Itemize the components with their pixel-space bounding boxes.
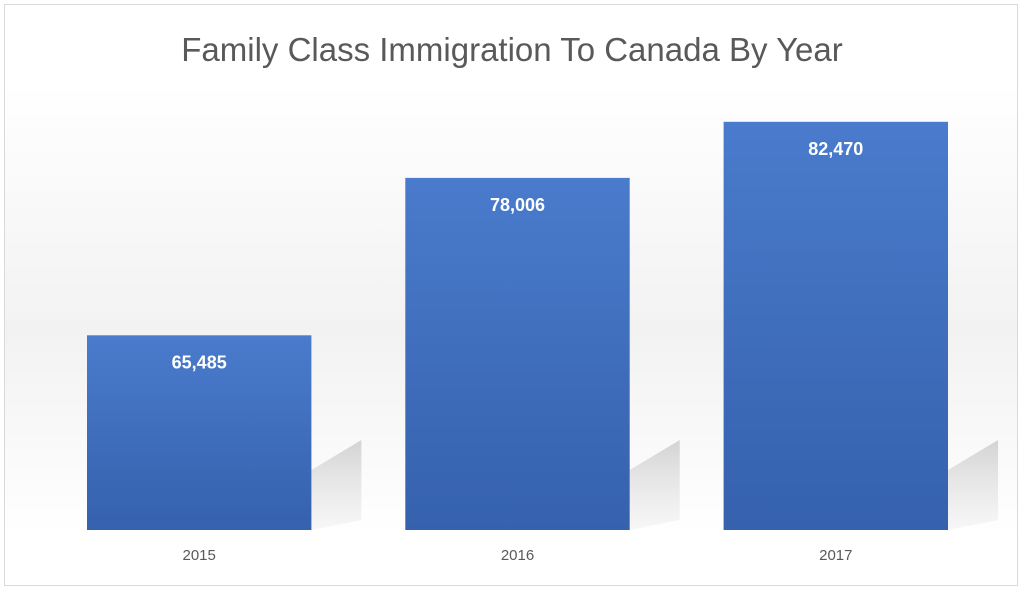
bar-chart: 65,485 2015 78,006 2016 82,470 2017 [5, 85, 1017, 564]
data-label: 65,485 [172, 352, 227, 372]
bar-shadow [311, 440, 362, 530]
bar-2015 [87, 335, 312, 530]
x-tick-label: 2015 [183, 547, 216, 564]
data-label: 78,006 [490, 195, 545, 215]
bar-shadow [629, 440, 680, 530]
chart-frame: Family Class Immigration To Canada By Ye… [4, 4, 1018, 586]
data-label: 82,470 [808, 139, 863, 159]
bar-2017 [723, 121, 948, 531]
chart-title: Family Class Immigration To Canada By Ye… [181, 31, 843, 68]
bar-shadow [948, 440, 999, 530]
x-tick-label: 2016 [501, 547, 534, 564]
bar-2016 [405, 177, 630, 530]
x-tick-label: 2017 [819, 547, 852, 564]
